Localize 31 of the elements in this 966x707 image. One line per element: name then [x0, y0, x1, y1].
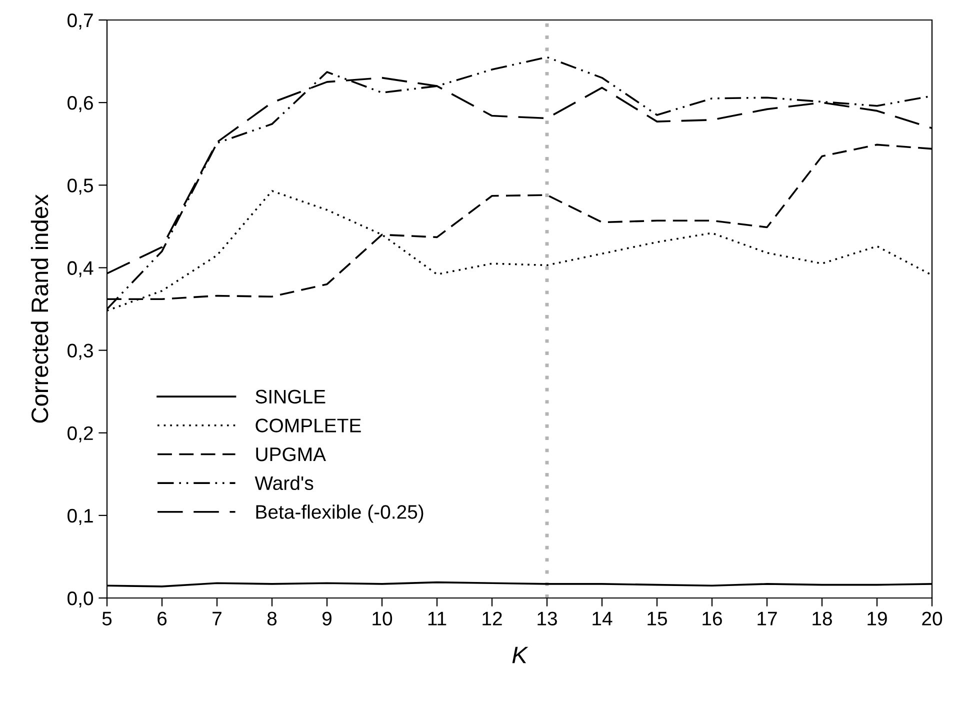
- y-tick-label: 0,5: [68, 178, 93, 195]
- y-tick-label: 0,6: [68, 96, 93, 112]
- y-tick-label: 0,1: [68, 508, 93, 525]
- y-tick-label: 0,4: [68, 261, 94, 278]
- x-tick-label: 9: [322, 612, 332, 626]
- x-tick-label: 13: [538, 612, 557, 626]
- x-tick-label: 14: [592, 612, 612, 626]
- y-axis-title: Corrected Rand index: [30, 194, 48, 423]
- x-tick-label: 19: [868, 612, 887, 626]
- x-tick-label: 15: [648, 612, 667, 626]
- x-tick-label: 7: [212, 612, 222, 626]
- legend-label: UPGMA: [256, 447, 326, 462]
- legend-label: COMPLETE: [256, 418, 361, 432]
- x-tick-label: 6: [158, 612, 167, 626]
- y-tick-label: 0,0: [68, 591, 94, 608]
- y-tick-label: 0,2: [68, 426, 93, 442]
- x-tick-label: 18: [812, 612, 832, 626]
- y-tick-label: 0,3: [68, 344, 93, 360]
- x-axis-title: K: [512, 646, 528, 664]
- legend-label: Beta-flexible (-0.25): [256, 504, 424, 523]
- legend-label: SINGLE: [256, 390, 326, 404]
- x-tick-label: 11: [428, 612, 446, 626]
- x-tick-label: 10: [372, 612, 392, 626]
- x-tick-label: 12: [482, 612, 502, 626]
- x-tick-label: 8: [267, 612, 277, 626]
- x-tick-label: 20: [922, 612, 942, 626]
- x-tick-label: 17: [758, 612, 777, 626]
- x-tick-label: 5: [102, 612, 112, 626]
- y-tick-label: 0,7: [68, 13, 93, 30]
- legend-label: Ward's: [254, 476, 314, 490]
- x-tick-label: 16: [702, 612, 722, 626]
